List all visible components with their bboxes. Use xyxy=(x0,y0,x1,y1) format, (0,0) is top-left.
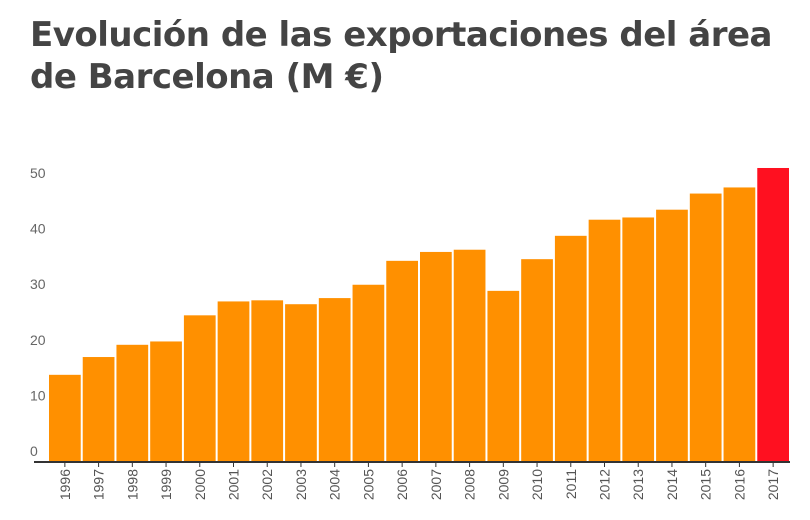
x-tick-label: 2006 xyxy=(394,469,410,500)
y-tick-label: 40 xyxy=(30,221,46,237)
x-tick-label: 2005 xyxy=(360,469,376,500)
x-tick-label: 2000 xyxy=(192,469,208,500)
bar-2010 xyxy=(521,259,553,461)
bar-2003 xyxy=(285,304,317,461)
x-tick-label: 1996 xyxy=(57,469,73,500)
x-tick-label: 2004 xyxy=(327,469,343,500)
y-tick-label: 10 xyxy=(30,387,46,403)
y-tick-label: 50 xyxy=(30,165,46,181)
x-tick-label: 1999 xyxy=(158,469,174,500)
bar-2004 xyxy=(318,298,351,461)
x-tick-label: 2001 xyxy=(226,469,242,500)
bars xyxy=(49,167,789,462)
x-tick-label: 2014 xyxy=(664,469,680,500)
x-tick-label: 2015 xyxy=(698,469,714,500)
bar-2007 xyxy=(420,251,452,461)
bar-2000 xyxy=(183,315,216,461)
chart-title: Evolución de las exportaciones del área … xyxy=(30,15,772,97)
x-tick-label: 2011 xyxy=(563,469,579,499)
bar-1999 xyxy=(150,341,182,461)
bar-2014 xyxy=(656,209,688,461)
bar-1998 xyxy=(116,344,149,461)
bar-2013 xyxy=(622,217,655,461)
bar-2005 xyxy=(352,284,385,461)
y-axis-ticks: 0 10 20 30 40 50 xyxy=(30,165,46,459)
bar-2017 xyxy=(757,167,789,462)
x-tick-label: 2003 xyxy=(293,469,309,500)
bar-2009 xyxy=(487,290,520,461)
x-tick-label: 1997 xyxy=(91,469,107,500)
x-tick-label: 1998 xyxy=(124,469,140,500)
y-tick-label: 0 xyxy=(30,443,38,459)
bar-2006 xyxy=(386,260,418,461)
y-tick-label: 30 xyxy=(30,276,46,292)
bar-1997 xyxy=(82,357,115,461)
bar-2011 xyxy=(554,235,587,461)
bar-1996 xyxy=(49,374,81,461)
x-tick-label: 2008 xyxy=(462,469,478,500)
bar-2016 xyxy=(723,187,756,461)
x-tick-label: 2007 xyxy=(428,469,444,500)
x-tick-label: 2016 xyxy=(731,469,747,500)
x-tick-label: 2009 xyxy=(495,469,511,500)
bar-2002 xyxy=(251,300,284,461)
x-tick-label: 2010 xyxy=(529,469,545,500)
bar-2008 xyxy=(453,249,486,461)
x-tick-label: 2017 xyxy=(765,469,781,500)
x-tick-label: 2013 xyxy=(630,469,646,500)
y-tick-label: 20 xyxy=(30,332,46,348)
x-tick-label: 2002 xyxy=(259,469,275,500)
bar-2012 xyxy=(588,219,621,461)
x-axis-labels: 1996 1997 1998 1999 2000 2001 2002 2003 2004 2005… xyxy=(57,463,781,500)
x-tick-label: 2012 xyxy=(597,469,613,500)
bar-2015 xyxy=(689,193,722,461)
bar-2001 xyxy=(217,301,250,461)
